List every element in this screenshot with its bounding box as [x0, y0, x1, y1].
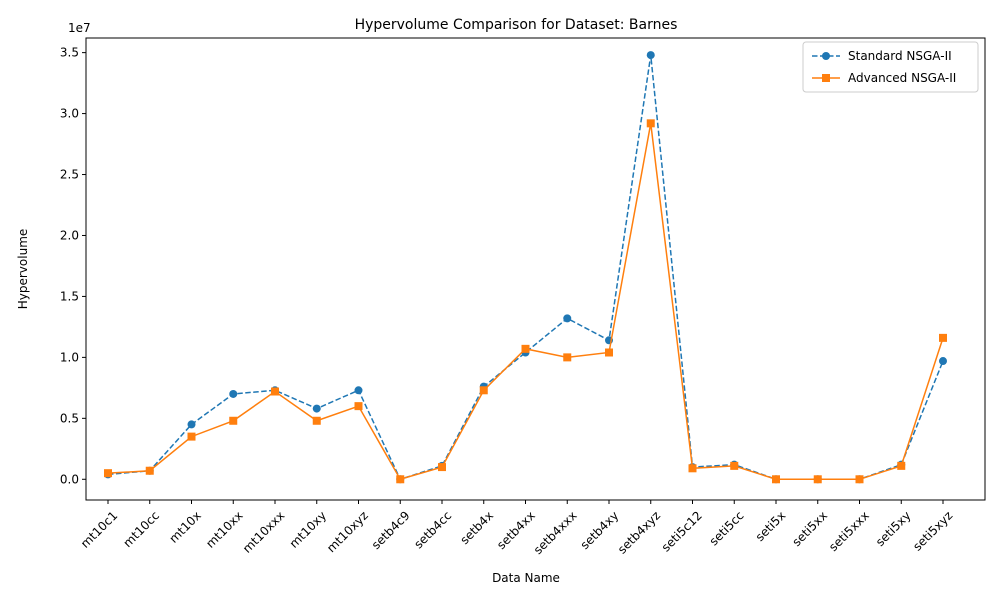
series-2-point	[354, 402, 363, 411]
series-2-point	[563, 353, 572, 362]
x-axis-label: Data Name	[492, 571, 560, 585]
plot-area	[104, 51, 947, 484]
series-2-point	[605, 348, 613, 357]
series-2-point	[646, 119, 655, 128]
legend-label-1: Standard NSGA-II	[848, 49, 952, 63]
y-tick-label: 3.0	[60, 107, 79, 121]
legend-label-2: Advanced NSGA-II	[848, 71, 956, 85]
series-2-point	[479, 386, 488, 395]
series-2-point	[145, 466, 154, 475]
y-tick-label: 2.5	[60, 168, 79, 182]
y-tick-label: 3.5	[60, 46, 79, 60]
y-axis: 0.0 0.5 1.0 1.5 2.0 2.5 3.0 3.5	[60, 46, 86, 486]
series-2-point	[229, 416, 238, 425]
series-2-point	[772, 475, 780, 484]
series-1-point	[646, 51, 655, 60]
series-1-point	[187, 420, 196, 429]
legend-marker-1	[822, 52, 830, 60]
y-tick-label: 0.0	[60, 472, 79, 486]
series-2-point	[271, 387, 279, 396]
y-axis-label: Hypervolume	[16, 229, 30, 310]
y-tick-label: 1.5	[60, 289, 79, 303]
y-tick-label: 0.5	[60, 411, 79, 425]
series-1-point	[229, 389, 238, 398]
series-2-point	[688, 464, 697, 473]
series-2-point	[187, 432, 196, 441]
series-2-point	[396, 475, 405, 484]
legend-marker-2	[822, 74, 830, 82]
series-2-point	[104, 469, 112, 478]
series-2-point	[855, 475, 864, 484]
series-2-point	[438, 463, 446, 472]
series-2-point	[521, 344, 530, 353]
chart-title: Hypervolume Comparison for Dataset: Barn…	[355, 17, 678, 33]
series-2-point	[939, 333, 947, 342]
y-tick-label: 1.0	[60, 350, 79, 364]
series-2-point	[312, 416, 321, 425]
y-offset-text: 1e7	[68, 21, 91, 35]
legend-box	[802, 41, 979, 93]
series-1-point	[939, 357, 947, 366]
series-1-point	[312, 404, 321, 413]
series-2-point	[897, 461, 906, 470]
plot-frame	[85, 37, 986, 501]
series-1-point	[354, 386, 363, 395]
series-1-point	[563, 314, 572, 323]
legend: Standard NSGA-II Advanced NSGA-II	[802, 41, 979, 93]
series-2-point	[813, 475, 822, 484]
y-tick-label: 2.0	[60, 228, 79, 242]
series-2-point	[730, 461, 739, 470]
